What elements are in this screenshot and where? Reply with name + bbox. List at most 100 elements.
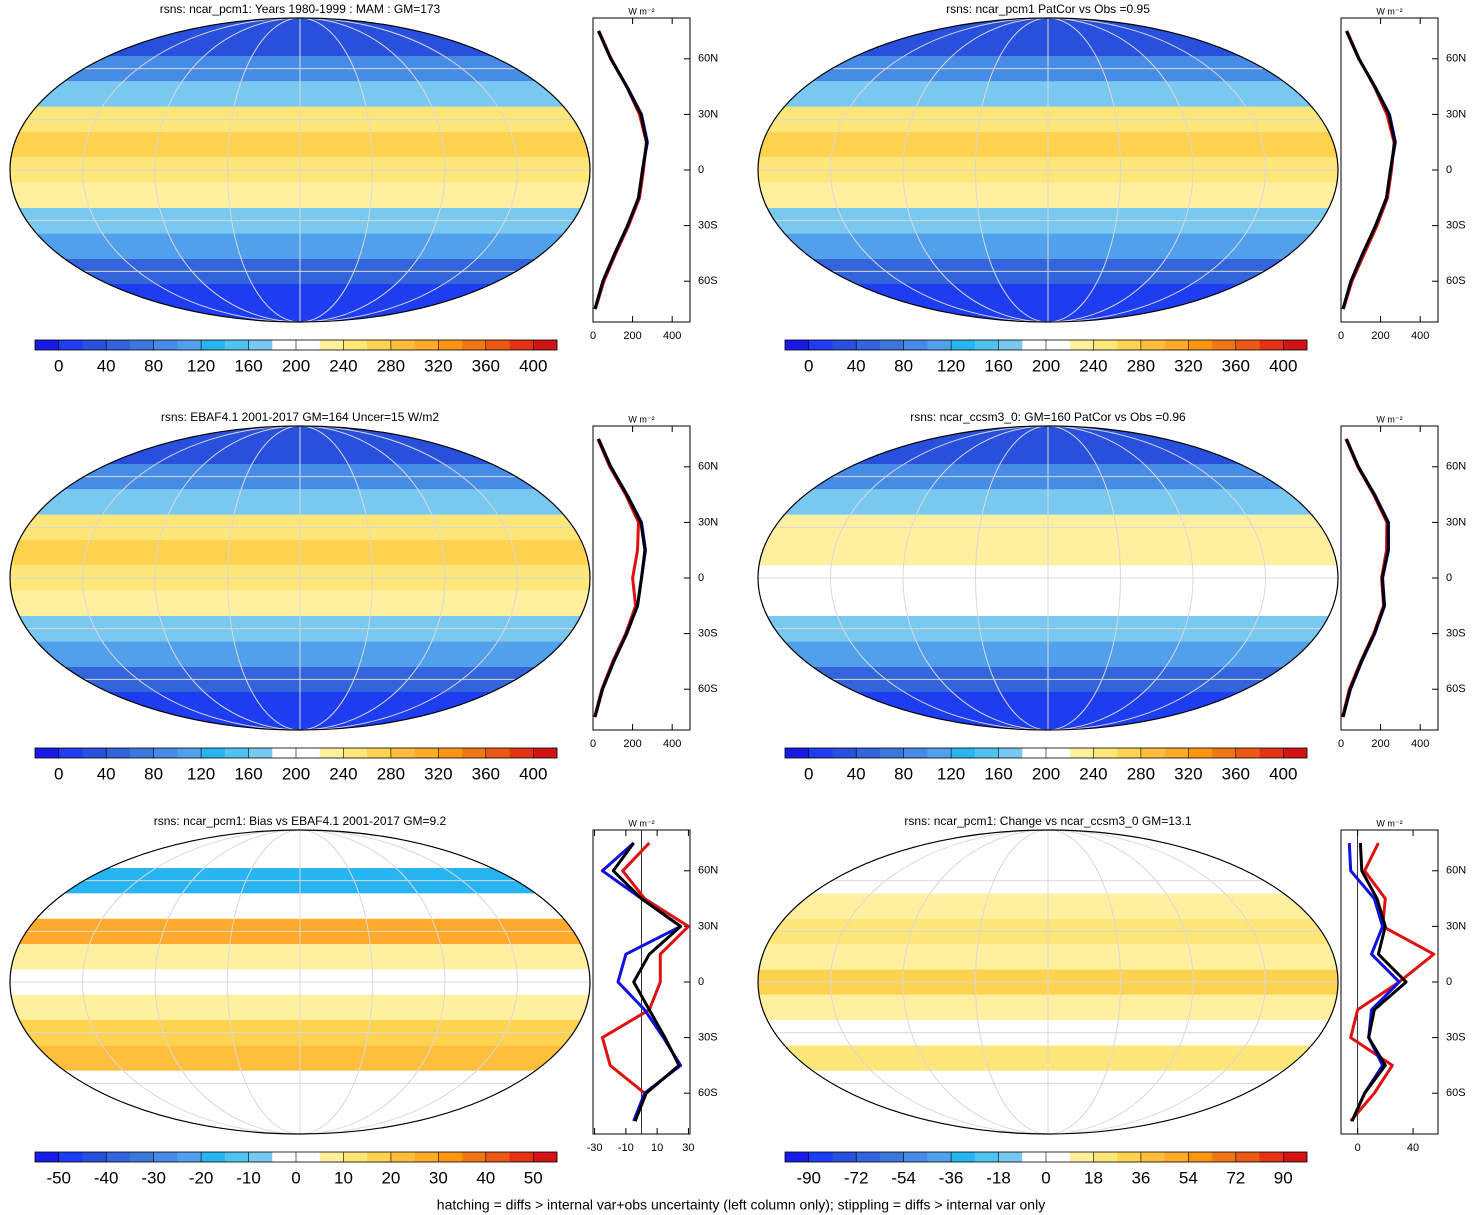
colorbar-label: -54	[891, 1168, 916, 1187]
colorbar-cell	[58, 1152, 83, 1162]
colorbar-cell	[1046, 748, 1071, 758]
colorbar-cell	[106, 748, 131, 758]
y-tick-label: 30S	[1446, 628, 1466, 640]
colorbar-label: 0	[804, 356, 813, 375]
colorbar-label: 72	[1226, 1168, 1245, 1187]
colorbar-cell	[272, 748, 297, 758]
colorbar-label: 40	[97, 356, 116, 375]
colorbar-cell	[272, 1152, 297, 1162]
colorbar-cell	[35, 748, 60, 758]
colorbar-cell	[58, 340, 83, 350]
colorbar-cell	[390, 748, 415, 758]
x-tick-label: 10	[651, 1142, 663, 1154]
colorbar-cell	[1022, 340, 1047, 350]
colorbar-cell	[438, 748, 463, 758]
colorbar-cell	[808, 340, 833, 350]
colorbar-label: 50	[524, 1168, 543, 1187]
colorbar-cell	[248, 748, 273, 758]
colorbar-cell	[785, 748, 810, 758]
y-tick-label: 60N	[1446, 865, 1466, 877]
colorbar-cell	[998, 1152, 1023, 1162]
colorbar-cell	[82, 340, 107, 350]
y-tick-label: 60N	[698, 865, 718, 877]
colorbar-label: 200	[1032, 356, 1060, 375]
colorbar-cell	[414, 340, 439, 350]
colorbar-cell	[1164, 1152, 1189, 1162]
colorbar-cell	[832, 1152, 857, 1162]
colorbar-cell	[856, 1152, 881, 1162]
profile-line	[1350, 842, 1408, 1122]
colorbar-cell	[1140, 340, 1165, 350]
x-tick-label: 400	[1411, 738, 1429, 750]
colorbar-cell	[319, 1152, 344, 1162]
x-tick-label: 200	[623, 738, 641, 750]
y-tick-label: 60S	[698, 683, 718, 695]
colorbar-cell	[153, 1152, 178, 1162]
y-tick-label: 30S	[1446, 220, 1466, 232]
colorbar-cell	[248, 340, 273, 350]
colorbar-cell	[974, 340, 999, 350]
colorbar-label: 240	[329, 764, 357, 783]
x-tick-label: 0	[590, 330, 596, 342]
colorbar-cell	[1022, 748, 1047, 758]
colorbar-cell	[927, 748, 952, 758]
colorbar-label: -50	[46, 1168, 71, 1187]
colorbar-cell	[785, 1152, 810, 1162]
colorbar-cell	[224, 748, 249, 758]
colorbar-label: 160	[234, 356, 262, 375]
colorbar-label: 90	[1274, 1168, 1293, 1187]
colorbar-cell	[879, 748, 904, 758]
y-tick-label: 60N	[698, 461, 718, 473]
colorbar-cell	[1140, 748, 1165, 758]
colorbar-cell	[367, 748, 392, 758]
colorbar-label: 200	[282, 356, 310, 375]
colorbar-cell	[808, 748, 833, 758]
colorbar-label: 54	[1179, 1168, 1198, 1187]
colorbar-label: 400	[519, 356, 547, 375]
colorbar-cell	[1046, 340, 1071, 350]
colorbar-cell	[296, 1152, 321, 1162]
colorbar-cell	[1093, 1152, 1118, 1162]
colorbar-cell	[438, 1152, 463, 1162]
map-title: rsns: ncar_pcm1: Years 1980-1999 : MAM :…	[160, 2, 441, 16]
colorbar-cell	[343, 748, 368, 758]
y-tick-label: 30N	[698, 920, 718, 932]
colorbar-cell	[1283, 1152, 1308, 1162]
colorbar-cell	[82, 748, 107, 758]
colorbar-label: 360	[1222, 356, 1250, 375]
colorbar-cell	[832, 748, 857, 758]
colorbar-cell	[856, 340, 881, 350]
colorbar-label: 0	[291, 1168, 300, 1187]
colorbar-label: -10	[236, 1168, 261, 1187]
colorbar-label: 160	[234, 764, 262, 783]
colorbar-cell	[1117, 1152, 1142, 1162]
colorbar-label: 80	[894, 764, 913, 783]
colorbar-cell	[951, 748, 976, 758]
x-tick-label: 0	[1338, 330, 1344, 342]
colorbar-label: 80	[144, 356, 163, 375]
colorbar-label: 240	[1079, 764, 1107, 783]
colorbar-label: -36	[939, 1168, 964, 1187]
y-tick-label: 30S	[698, 220, 718, 232]
map	[758, 426, 1338, 730]
y-tick-label: 60S	[698, 1087, 718, 1099]
y-tick-label: 0	[1446, 976, 1452, 988]
colorbar-cell	[951, 1152, 976, 1162]
map	[10, 426, 590, 730]
map-title: rsns: EBAF4.1 2001-2017 GM=164 Uncer=15 …	[161, 410, 439, 424]
colorbar-label: 18	[1084, 1168, 1103, 1187]
colorbar-cell	[485, 1152, 510, 1162]
colorbar-label: 280	[377, 356, 405, 375]
profile-line	[611, 842, 683, 1122]
x-tick-label: 30	[682, 1142, 694, 1154]
colorbar-label: 0	[54, 764, 63, 783]
colorbar-cell	[296, 340, 321, 350]
y-tick-label: 60N	[1446, 461, 1466, 473]
colorbar-cell	[1235, 1152, 1260, 1162]
colorbar-cell	[390, 340, 415, 350]
y-tick-label: 30S	[1446, 1032, 1466, 1044]
colorbar-label: 280	[1127, 356, 1155, 375]
unit-label: W m⁻²	[1376, 414, 1402, 424]
colorbar-label: 360	[472, 764, 500, 783]
